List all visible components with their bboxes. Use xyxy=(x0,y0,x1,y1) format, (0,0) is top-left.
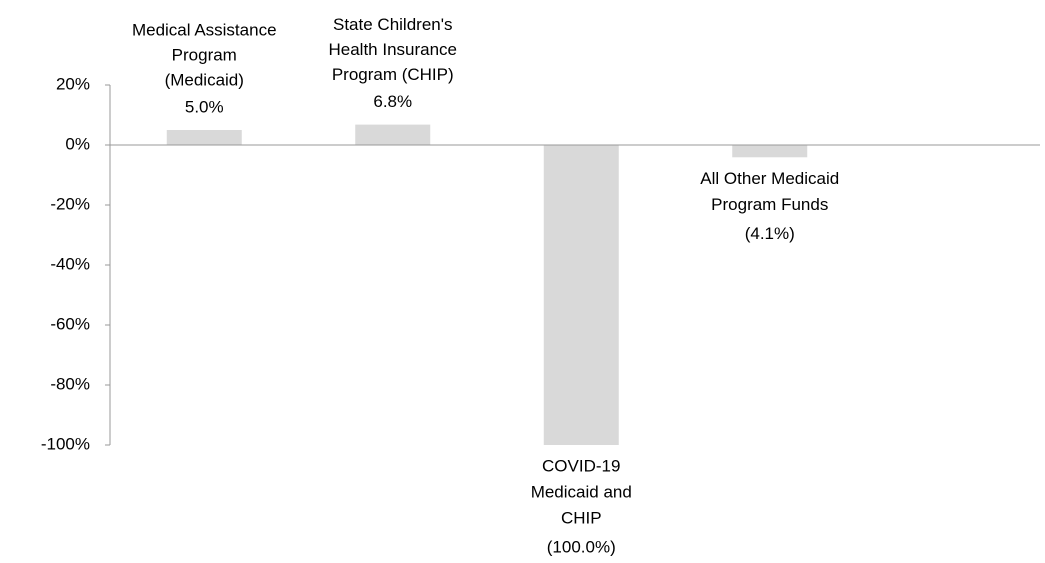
category-label: CHIP xyxy=(561,508,602,527)
y-tick-label: 20% xyxy=(56,74,90,93)
category-label: State Children's xyxy=(333,15,452,34)
bar xyxy=(732,145,808,158)
category-label: Program xyxy=(172,45,237,64)
y-tick-label: -60% xyxy=(50,314,90,333)
y-tick-label: -100% xyxy=(41,434,90,453)
bar xyxy=(355,124,431,145)
data-label: (4.1%) xyxy=(745,224,795,243)
data-label: (100.0%) xyxy=(547,537,616,556)
category-label: All Other Medicaid xyxy=(700,169,839,188)
category-label: Medical Assistance xyxy=(132,20,277,39)
category-label: Program Funds xyxy=(711,195,828,214)
y-tick-label: -40% xyxy=(50,254,90,273)
y-tick-label: -20% xyxy=(50,194,90,213)
data-label: 5.0% xyxy=(185,97,224,116)
category-label: Medicaid and xyxy=(531,482,632,501)
category-label: COVID-19 xyxy=(542,456,620,475)
data-label: 6.8% xyxy=(373,92,412,111)
y-tick-label: -80% xyxy=(50,374,90,393)
y-tick-label: 0% xyxy=(65,134,90,153)
bar xyxy=(543,145,619,445)
category-label: Program (CHIP) xyxy=(332,65,454,84)
bar xyxy=(166,130,242,145)
category-label: (Medicaid) xyxy=(165,70,244,89)
category-label: Health Insurance xyxy=(328,40,457,59)
